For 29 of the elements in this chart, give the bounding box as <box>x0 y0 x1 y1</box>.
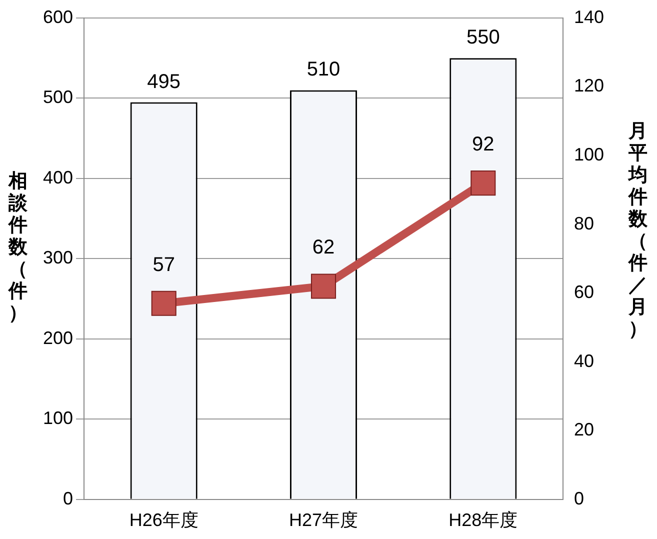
y-tick-label: 0 <box>63 488 74 508</box>
x-tick-label: H26年度 <box>129 510 198 530</box>
y-tick-label: 200 <box>42 328 74 348</box>
y2-tick-label: 120 <box>574 76 604 96</box>
point <box>310 274 336 299</box>
point <box>470 170 496 196</box>
data-label: 510 <box>306 58 340 81</box>
text: 月平均件数（件／月） <box>628 120 648 340</box>
y-tick-label: 100 <box>42 408 74 428</box>
data-label: 92 <box>472 134 494 156</box>
y2-tick-label: 100 <box>574 144 604 165</box>
y-tick-label: 300 <box>42 248 74 268</box>
y2-tick-label: 140 <box>574 6 604 27</box>
data-label: 495 <box>147 70 181 93</box>
y2-tick-label: 40 <box>574 350 594 371</box>
y-tick-label: 400 <box>42 167 74 188</box>
y2-tick-label: 60 <box>574 282 594 302</box>
y2-tick-label: 80 <box>574 213 594 234</box>
x-tick-label: H27年度 <box>288 510 358 530</box>
y-tick-label: 500 <box>42 87 74 108</box>
y2-tick-label: 20 <box>574 420 594 440</box>
data-label: 57 <box>152 254 175 276</box>
y2-tick-label: 0 <box>574 488 584 508</box>
x-tick-label: H28年度 <box>448 510 518 530</box>
y-axis-title: 相談件数（件） <box>8 170 28 324</box>
y-tick-label: 600 <box>42 6 74 27</box>
data-label: 550 <box>466 26 500 49</box>
point <box>151 290 176 316</box>
data-label: 62 <box>312 236 335 259</box>
